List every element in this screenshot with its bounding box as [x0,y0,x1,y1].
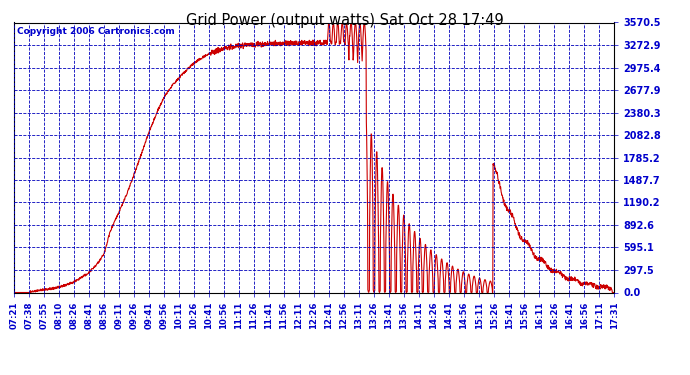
Text: Grid Power (output watts) Sat Oct 28 17:49: Grid Power (output watts) Sat Oct 28 17:… [186,13,504,28]
Text: Copyright 2006 Cartronics.com: Copyright 2006 Cartronics.com [17,27,175,36]
